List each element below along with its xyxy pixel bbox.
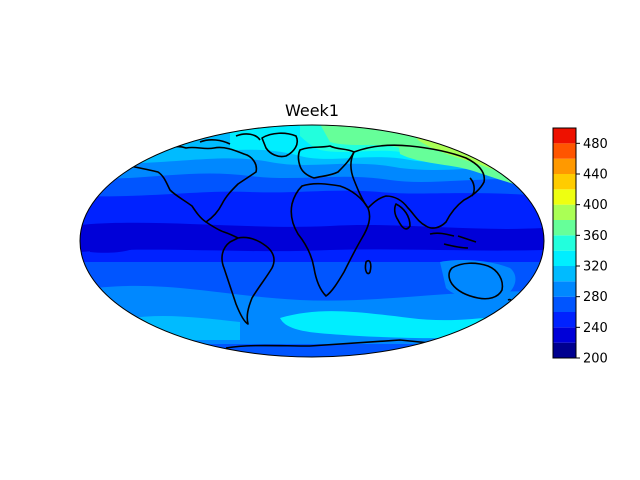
colorbar-segment [553, 174, 576, 190]
colorbar-segment [553, 158, 576, 174]
coastline-north-america [117, 145, 258, 223]
colorbar-tick-label: 200 [583, 352, 608, 367]
coastline-europe [297, 145, 355, 179]
contour-band-tropics [80, 222, 544, 252]
colorbar: 200 240 280 320 360 400 440 480 [552, 127, 608, 367]
map-boundary [79, 124, 545, 358]
colorbar-segment [553, 327, 576, 343]
colorbar-segment [553, 189, 576, 205]
colorbar-segment [553, 235, 576, 251]
colorbar-segment [553, 143, 576, 159]
colorbar-tick-label: 240 [583, 321, 608, 336]
colorbar-segment [553, 342, 576, 358]
colorbar-segment [553, 281, 576, 297]
contour-band-south-3 [280, 311, 500, 339]
coastline-indonesia [429, 232, 477, 249]
colorbar-tick-label: 400 [583, 198, 608, 213]
coastline-japan [469, 177, 475, 197]
colorbar-segment [553, 312, 576, 328]
colorbar-tick-label: 320 [583, 260, 608, 275]
colorbar-tick-label: 440 [583, 168, 608, 183]
coastline-greenland [261, 132, 299, 158]
colorbar-tick-label: 280 [583, 290, 608, 305]
colorbar-frame [552, 127, 577, 359]
map-title: Week1 [284, 101, 339, 120]
colorbar-segment [553, 220, 576, 236]
colorbar-tick-label: 360 [583, 229, 608, 244]
colorbar-segment [553, 128, 576, 144]
coastline-central-america [205, 221, 239, 239]
colorbar-segment [553, 266, 576, 282]
coastline-asia [350, 144, 486, 229]
coastline-madagascar [364, 259, 372, 275]
colorbar-segment [553, 250, 576, 266]
colorbar-segment [553, 204, 576, 220]
coastline-arctic-islands [199, 133, 261, 145]
contour-patch-pacific [90, 238, 140, 253]
colorbar-tick-label: 480 [583, 137, 608, 152]
coastline-india [393, 203, 411, 230]
colorbar-segment [553, 296, 576, 312]
coastline-australia [448, 262, 504, 300]
coastline-south-america [221, 236, 275, 325]
coastline-africa [290, 182, 371, 297]
